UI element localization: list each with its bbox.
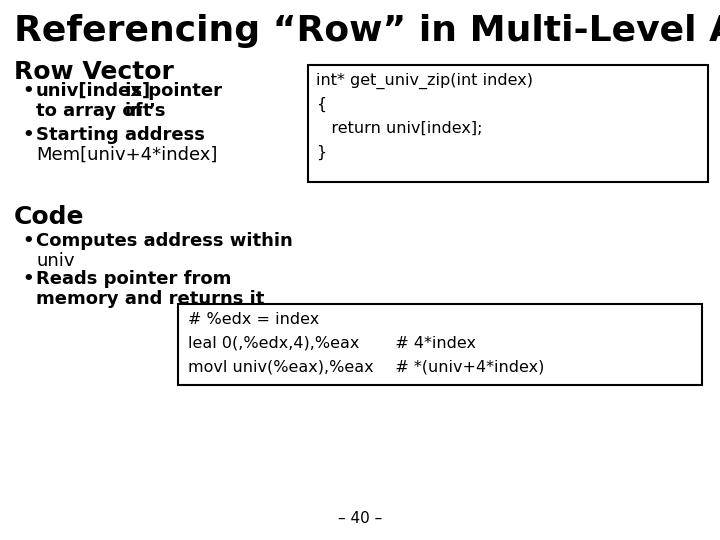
Text: •: • — [22, 126, 34, 144]
Text: univ: univ — [36, 252, 74, 270]
Text: univ[index]: univ[index] — [36, 82, 151, 100]
FancyBboxPatch shape — [178, 304, 702, 385]
Text: memory and returns it: memory and returns it — [36, 290, 264, 308]
Text: to array of: to array of — [36, 102, 149, 120]
Text: Referencing “Row” in Multi-Level Array: Referencing “Row” in Multi-Level Array — [14, 14, 720, 48]
Text: Reads pointer from: Reads pointer from — [36, 270, 231, 288]
Text: # 4*index: # 4*index — [380, 336, 476, 351]
Text: Row Vector: Row Vector — [14, 60, 174, 84]
Text: – 40 –: – 40 – — [338, 511, 382, 526]
Text: is pointer: is pointer — [119, 82, 222, 100]
Text: •: • — [22, 232, 34, 250]
Text: Starting address: Starting address — [36, 126, 205, 144]
Text: Mem[univ+4*index]: Mem[univ+4*index] — [36, 146, 217, 164]
Text: Computes address within: Computes address within — [36, 232, 293, 250]
Text: int* get_univ_zip(int index): int* get_univ_zip(int index) — [316, 73, 533, 89]
Text: {: { — [316, 97, 326, 112]
FancyBboxPatch shape — [308, 65, 708, 182]
Text: movl univ(%eax),%eax: movl univ(%eax),%eax — [188, 360, 374, 375]
Text: }: } — [316, 145, 326, 160]
Text: •: • — [22, 82, 34, 100]
Text: # *(univ+4*index): # *(univ+4*index) — [380, 360, 544, 375]
Text: Code: Code — [14, 205, 84, 229]
Text: int: int — [124, 102, 151, 120]
Text: leal 0(,%edx,4),%eax: leal 0(,%edx,4),%eax — [188, 336, 359, 351]
Text: •: • — [22, 270, 34, 288]
Text: return univ[index];: return univ[index]; — [316, 121, 482, 136]
Text: # %edx = index: # %edx = index — [188, 312, 319, 327]
Text: ’s: ’s — [149, 102, 166, 120]
